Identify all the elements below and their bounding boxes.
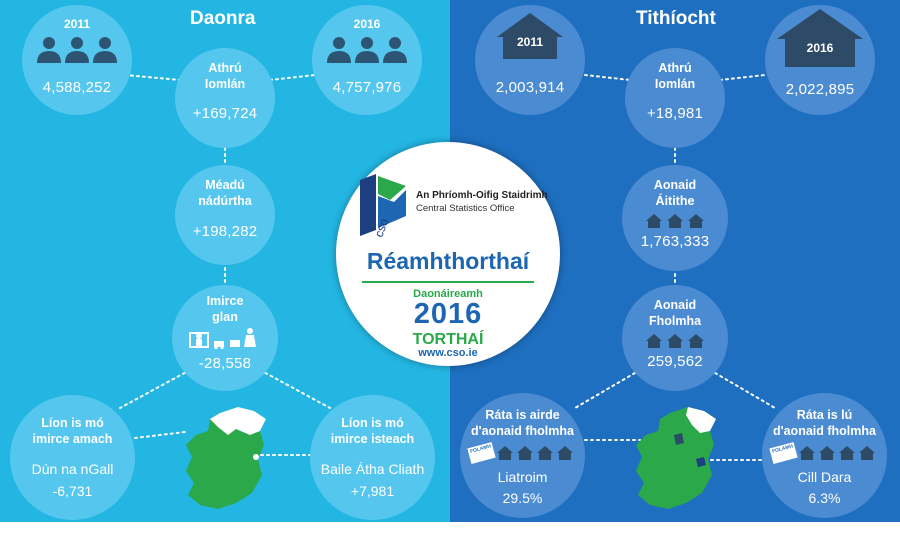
housing-change-value: +18,981 [646,105,704,122]
net-migration-label-2: glan [212,310,238,324]
lowest-vacancy-label-1: Ráta is lú [796,408,853,422]
house-icon [497,13,563,59]
house-icon [777,9,863,67]
population-2016-node: 2016 4,757,976 [312,5,422,115]
occupied-units-node: Aonaid Áitithe 1,763,333 [622,165,728,271]
change-label-1: Athrú [208,61,242,75]
most-emigration-node: Líon is mó imirce amach Dún na nGall -6,… [10,395,135,520]
highest-vacancy-label-1: Ráta is airde [485,408,560,422]
website-link[interactable]: www.cso.ie [418,347,478,359]
housing-title: Tithíocht [636,8,716,29]
population-2011-node: 2011 4,588,252 [22,5,132,115]
most-in-value: +7,981 [350,483,395,499]
population-2016-value: 4,757,976 [332,79,402,96]
vacant-label-1: Aonaid [653,298,697,312]
lowest-vacancy-label-2: d'aonaid fholmha [773,424,876,438]
lowest-vacancy-value: 6.3% [808,490,841,506]
most-in-county: Baile Átha Cliath [320,461,425,477]
most-out-county: Dún na nGall [31,461,114,477]
year-label: 2011 [516,35,544,49]
population-2011-value: 4,588,252 [42,79,112,96]
preliminary-results-heading: Réamhthorthaí [366,248,530,274]
vacant-houses-icon: FOLAMH [460,441,585,465]
occupied-label-2: Áitithe [655,194,695,208]
net-migration-label-1: Imirce [206,294,244,308]
cso-name-english: Central Statistics Office [416,203,515,214]
migration-icon [172,327,278,349]
housing-total-change-node: Athrú Iomlán +18,981 [625,48,725,148]
most-immigration-node: Líon is mó imirce isteach Baile Átha Cli… [310,395,435,520]
housing-2011-node: 2011 2,003,914 [475,5,585,115]
svg-text:cso: cso [372,216,392,239]
highest-vacancy-label-2: d'aonaid fholmha [471,424,574,438]
people-icon [22,35,132,65]
highest-vacancy-node: Ráta is airde d'aonaid fholmha FOLAMH Li… [460,393,585,518]
change-label-1: Athrú [658,61,692,75]
year-label: 2011 [63,17,91,31]
natural-increase-node: Méadú nádúrtha +198,282 [175,165,275,265]
vacant-houses-icon: FOLAMH [762,441,887,465]
lowest-vacancy-county: Cill Dara [797,469,852,485]
change-label-2: Iomlán [204,77,246,91]
census-year: 2016 [413,298,483,330]
occupied-label-1: Aonaid [653,178,697,192]
cso-badge: cso An Phríomh-Oifig Staidrimh Central S… [336,142,560,366]
ireland-map-icon [636,407,716,509]
people-icon [312,35,422,65]
occupied-value: 1,763,333 [640,233,710,250]
divider [362,281,534,283]
most-in-label-1: Líon is mó [341,416,404,430]
vacant-tag: FOLAMH [769,441,798,465]
ireland-map-icon [186,407,266,509]
most-in-label-2: imirce isteach [330,432,415,446]
results-label: TORTHAÍ [412,331,484,348]
lowest-vacancy-node: Ráta is lú d'aonaid fholmha FOLAMH Cill … [762,393,887,518]
year-label: 2016 [806,41,834,55]
most-out-label-1: Líon is mó [41,416,104,430]
housing-2016-node: 2016 2,022,895 [765,5,875,115]
most-out-value: -6,731 [52,483,93,499]
vacant-label-2: Fholmha [648,314,702,328]
cso-name-irish: An Phríomh-Oifig Staidrimh [416,190,548,201]
net-migration-node: Imirce glan -28,558 [172,285,278,391]
year-label: 2016 [353,17,381,31]
vacant-value: 259,562 [647,353,703,370]
highest-vacancy-value: 29.5% [502,490,543,506]
cso-logo-icon: cso [360,174,406,239]
houses-icon [622,333,728,349]
change-label-2: Iomlán [654,77,696,91]
net-migration-value: -28,558 [198,355,252,372]
houses-icon [622,213,728,229]
population-title: Daonra [190,8,256,29]
natural-increase-label-1: Méadú [205,178,245,192]
natural-increase-value: +198,282 [192,223,258,240]
highest-vacancy-county: Liatroim [497,469,548,485]
housing-2011-value: 2,003,914 [495,79,565,96]
housing-2016-value: 2,022,895 [785,81,855,98]
vacant-tag: FOLAMH [467,441,496,465]
census-label: Daonáireamh [413,288,483,300]
vacant-units-node: Aonaid Fholmha 259,562 [622,285,728,391]
population-change-value: +169,724 [192,105,258,122]
most-out-label-2: imirce amach [32,432,113,446]
population-total-change-node: Athrú Iomlán +169,724 [175,48,275,148]
natural-increase-label-2: nádúrtha [198,194,252,208]
